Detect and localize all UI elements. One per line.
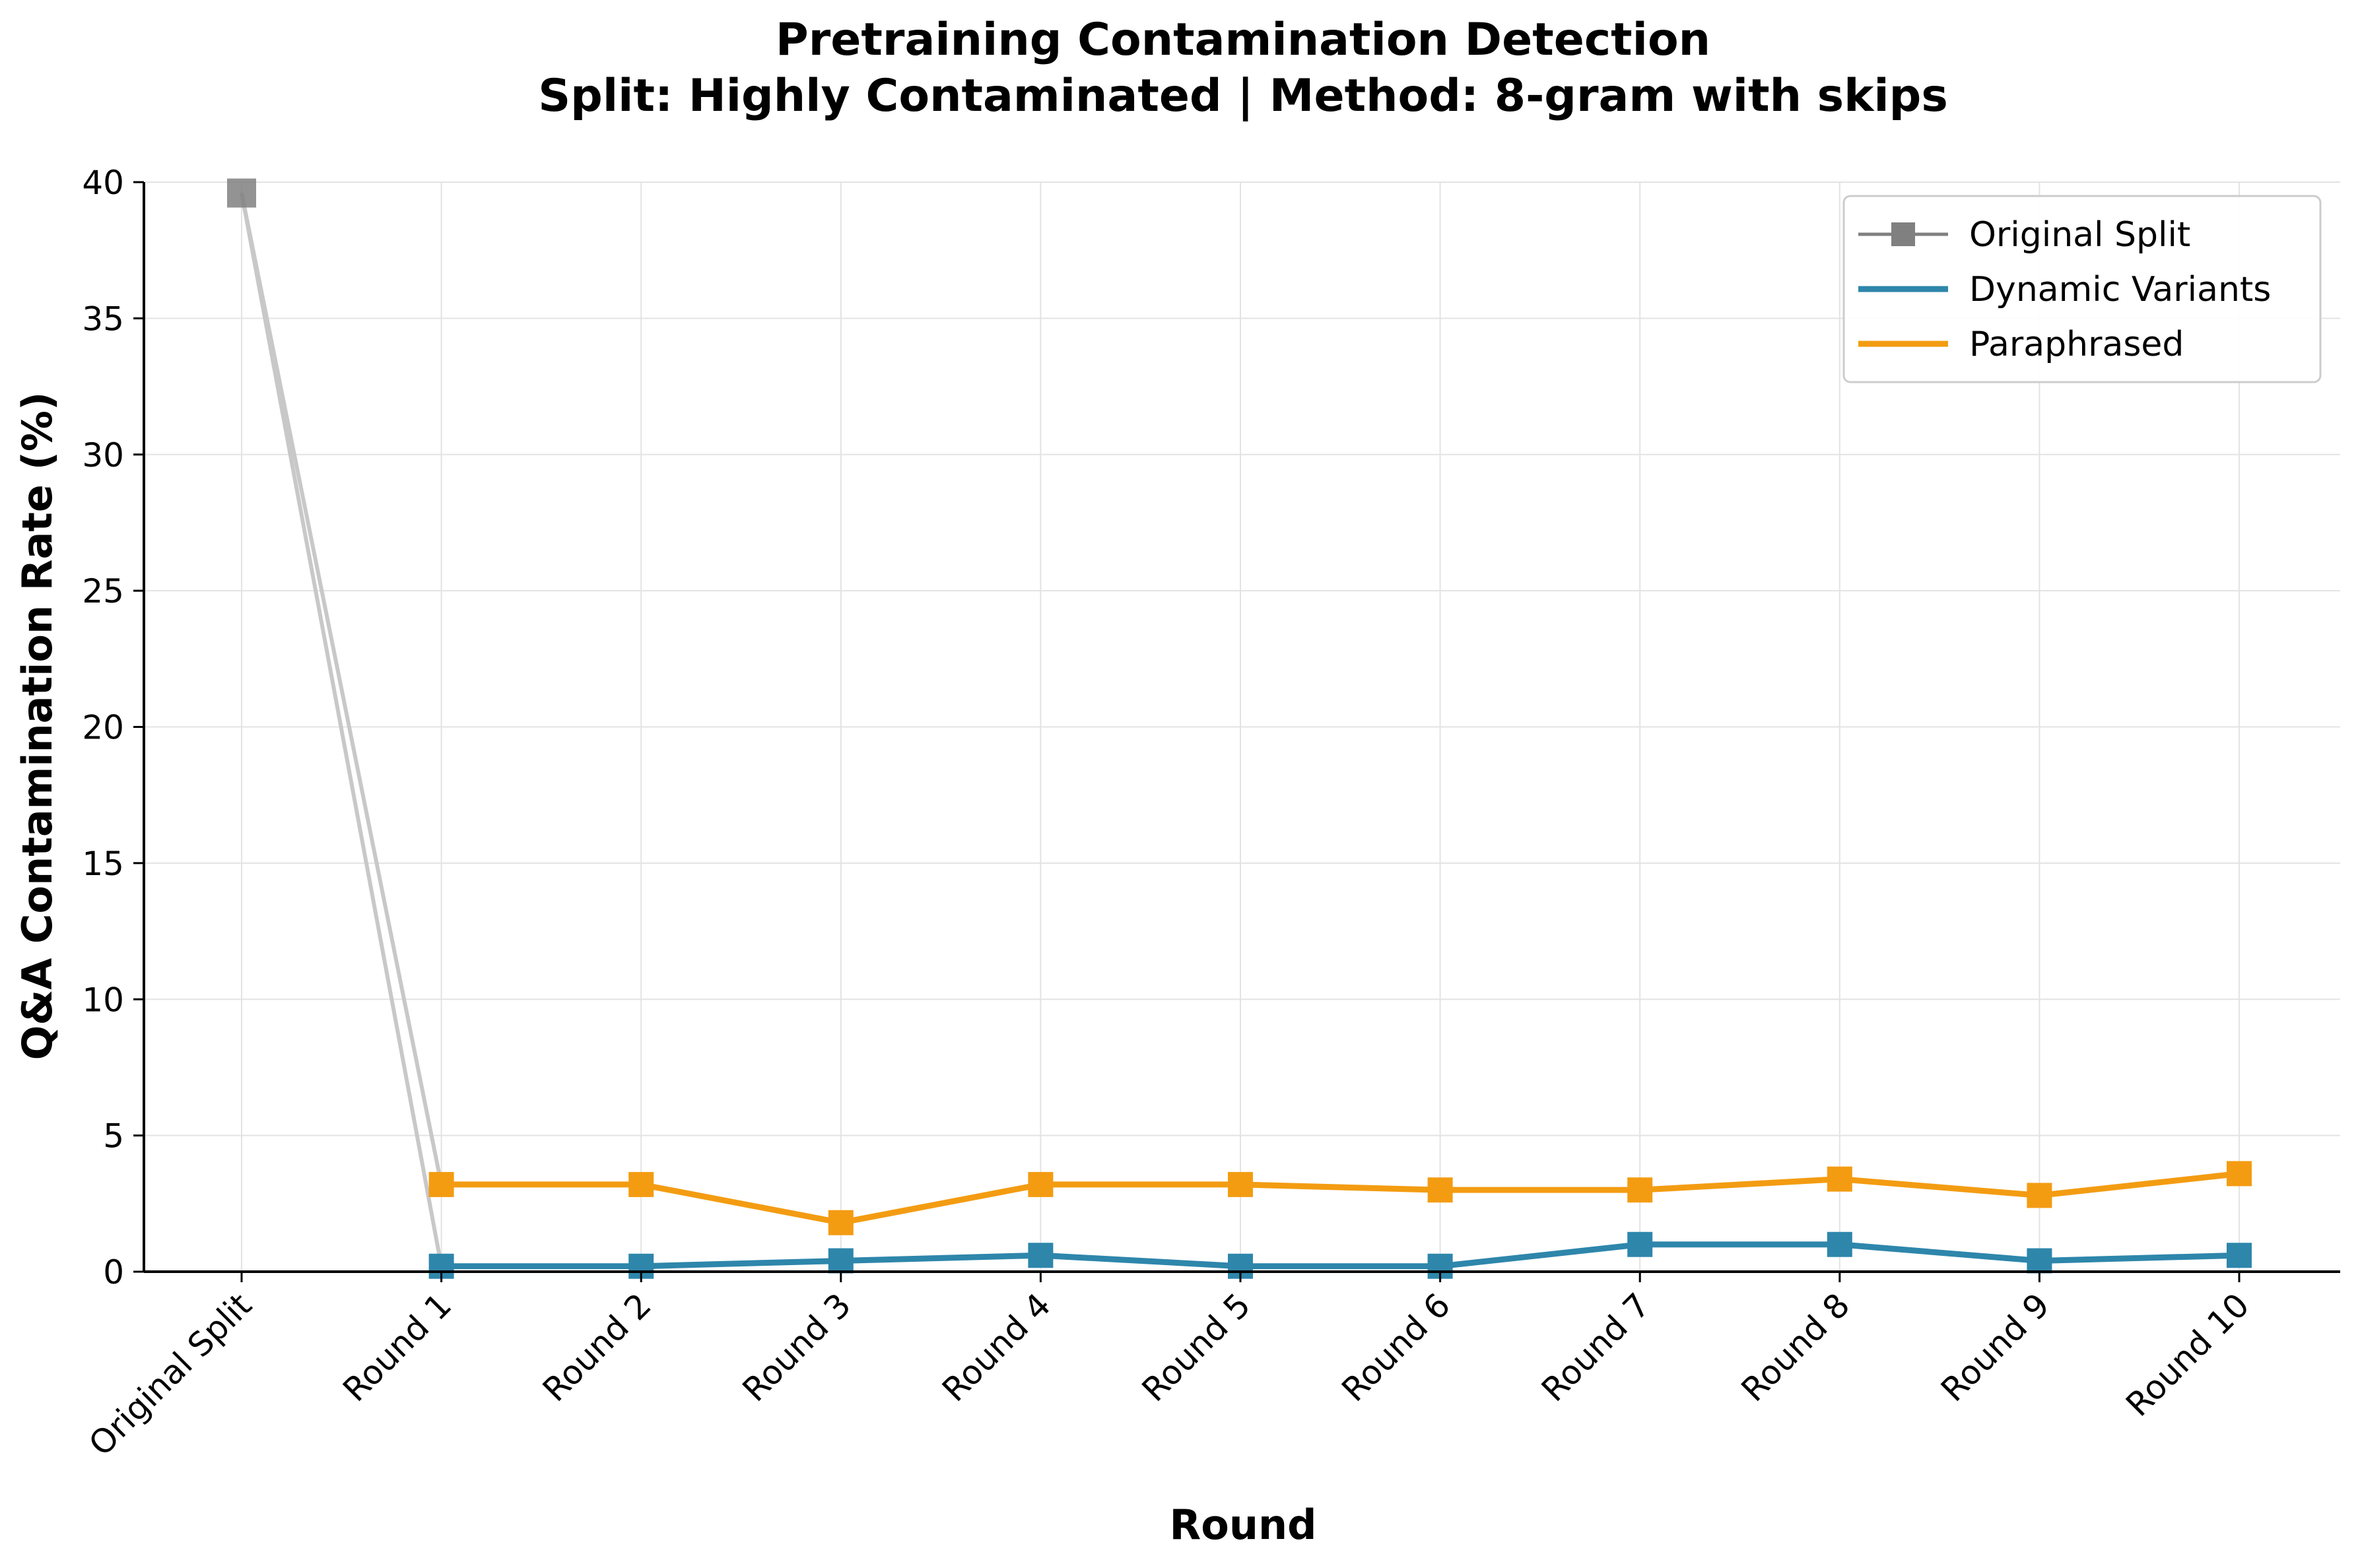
legend-label: Original Split bbox=[1969, 215, 2190, 255]
y-tick-label: 30 bbox=[82, 436, 124, 474]
x-tick-label: Round 9 bbox=[1934, 1286, 2057, 1409]
connector-line bbox=[240, 192, 444, 1185]
legend-marker bbox=[1891, 222, 1915, 246]
x-tick-label: Round 7 bbox=[1534, 1286, 1658, 1409]
axes bbox=[133, 181, 2340, 1282]
series-line bbox=[441, 1170, 2240, 1226]
y-tick-label: 35 bbox=[82, 300, 124, 338]
x-tick-label: Round 6 bbox=[1334, 1286, 1458, 1409]
data-point bbox=[628, 1171, 654, 1197]
chart-subtitle: Split: Highly Contaminated | Method: 8-g… bbox=[538, 70, 1948, 122]
y-tick-label: 5 bbox=[103, 1117, 124, 1156]
data-point bbox=[1827, 1231, 1852, 1257]
data-point bbox=[828, 1248, 854, 1274]
data-point bbox=[828, 1210, 854, 1235]
y-tick-label: 15 bbox=[82, 845, 124, 883]
legend-box bbox=[1842, 195, 2322, 383]
x-tick-label: Original Split bbox=[81, 1286, 259, 1463]
legend-label: Paraphrased bbox=[1969, 325, 2184, 364]
x-axis-label: Round bbox=[1170, 1501, 1317, 1549]
x-tick-label: Round 2 bbox=[535, 1286, 659, 1409]
data-point bbox=[1627, 1231, 1653, 1257]
data-point bbox=[1028, 1171, 1054, 1197]
y-tick-label: 25 bbox=[82, 572, 124, 610]
data-point bbox=[1427, 1177, 1453, 1203]
connector-lines bbox=[240, 192, 444, 1267]
y-tick-label: 0 bbox=[103, 1253, 124, 1291]
legend-label: Dynamic Variants bbox=[1969, 270, 2271, 310]
y-tick-label: 20 bbox=[82, 709, 124, 747]
y-tick-label: 10 bbox=[82, 981, 124, 1019]
chart-title: Pretraining Contamination Detection bbox=[776, 14, 1710, 66]
x-tick-label: Round 8 bbox=[1734, 1286, 1858, 1409]
x-tick-label: Round 1 bbox=[335, 1286, 459, 1409]
series-line bbox=[441, 1241, 2240, 1270]
data-point bbox=[2227, 1243, 2252, 1268]
x-tick-label: Round 10 bbox=[2118, 1286, 2256, 1423]
data-point bbox=[1827, 1166, 1852, 1192]
y-axis-label: Q&A Contamination Rate (%) bbox=[13, 392, 61, 1061]
data-point bbox=[2227, 1161, 2252, 1187]
x-tick-label: Round 5 bbox=[1135, 1286, 1258, 1409]
y-tick-label: 40 bbox=[82, 164, 124, 202]
x-tick-label: Round 4 bbox=[935, 1286, 1058, 1409]
legend: Original Split Dynamic Variants Paraphrase… bbox=[1842, 195, 2322, 383]
data-point bbox=[2027, 1248, 2052, 1274]
data-point-original bbox=[227, 178, 256, 208]
data-point bbox=[1627, 1177, 1653, 1203]
data-point bbox=[1228, 1171, 1253, 1197]
data-point bbox=[428, 1171, 454, 1197]
data-point bbox=[1028, 1243, 1054, 1268]
connector-line bbox=[240, 192, 444, 1267]
data-point bbox=[2027, 1183, 2052, 1208]
x-tick-label: Round 3 bbox=[735, 1286, 859, 1409]
